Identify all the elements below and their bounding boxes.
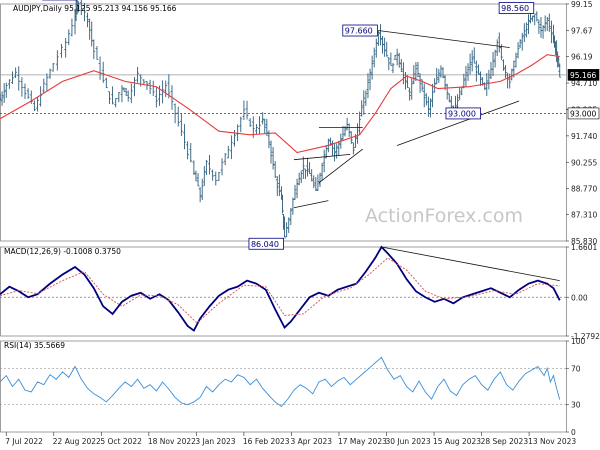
y-tick-label: 0 xyxy=(571,428,576,437)
price-label-box xyxy=(342,24,378,37)
y-tick-label: 30 xyxy=(571,401,581,410)
price-label: 98.560 xyxy=(501,4,529,13)
price-label-box xyxy=(248,237,284,250)
x-tick-label: 30 Jun 2023 xyxy=(386,437,431,446)
macd-trend-line xyxy=(381,246,560,282)
y-tick-label: 88.770 xyxy=(571,185,597,194)
price-label-box xyxy=(498,2,535,14)
y-tick-label: 70 xyxy=(571,364,581,373)
price-label: 97.660 xyxy=(345,27,373,36)
y-tick-label: 85.830 xyxy=(571,237,597,246)
y-tick-label: -1.2792 xyxy=(571,332,600,341)
x-tick-label: 28 Sep 2023 xyxy=(481,437,529,446)
panel-frame-2 xyxy=(0,340,567,433)
macd-signal-line xyxy=(0,257,560,324)
price-axis-tag xyxy=(567,69,600,81)
y-tick-label: 99.15 xyxy=(571,0,593,9)
x-tick-label: 5 Oct 2022 xyxy=(100,437,142,446)
moving-average-line xyxy=(0,54,560,154)
price-axis-tag-label: 93.000 xyxy=(570,109,596,118)
x-tick-label: 18 Nov 2022 xyxy=(148,437,196,446)
y-tick-label: 96.19 xyxy=(571,53,593,62)
x-tick-label: 3 Apr 2023 xyxy=(290,437,332,446)
trend-line-0 xyxy=(378,30,510,48)
x-tick-label: 3 Jan 2023 xyxy=(195,437,235,446)
trend-line-2 xyxy=(293,153,351,161)
trend-line-4 xyxy=(318,148,363,184)
watermark: ActionForex.com xyxy=(365,205,523,227)
x-tick-label: 22 Aug 2022 xyxy=(53,437,101,446)
y-tick-label: 87.310 xyxy=(571,211,597,220)
y-tick-label: 97.67 xyxy=(571,26,593,35)
macd-panel-title: MACD(12,26,9) -0.1008 0.3750 xyxy=(4,247,121,256)
price-panel-title: AUDJPY,Daily 95.125 95.213 94.156 95.166 xyxy=(13,4,177,13)
y-tick-label: 91.740 xyxy=(571,132,597,141)
y-tick-label: 90.255 xyxy=(571,158,597,167)
price-axis-tag-label: 95.166 xyxy=(570,71,596,80)
price-axis-tag xyxy=(567,107,600,120)
x-tick-label: 16 Feb 2023 xyxy=(243,437,290,446)
trend-line-1 xyxy=(397,100,520,146)
x-tick-label: 13 Nov 2023 xyxy=(528,437,576,446)
y-tick-label: 100 xyxy=(571,337,586,346)
price-label: 86.040 xyxy=(251,240,279,249)
price-label-box xyxy=(445,107,481,120)
y-tick-label: 94.710 xyxy=(571,79,597,88)
x-tick-label: 15 Aug 2023 xyxy=(433,437,481,446)
y-tick-label: 1.6601 xyxy=(571,243,597,252)
y-tick-label: 0.00 xyxy=(571,293,588,302)
x-tick-label: 7 Jul 2022 xyxy=(5,437,43,446)
rsi-panel-title: RSI(14) 35.5669 xyxy=(4,341,65,350)
x-tick-label: 17 May 2023 xyxy=(338,437,387,446)
trend-line-3 xyxy=(293,200,329,209)
price-label: 93.000 xyxy=(448,109,476,118)
rsi-line xyxy=(0,356,561,408)
macd-line xyxy=(0,245,561,332)
